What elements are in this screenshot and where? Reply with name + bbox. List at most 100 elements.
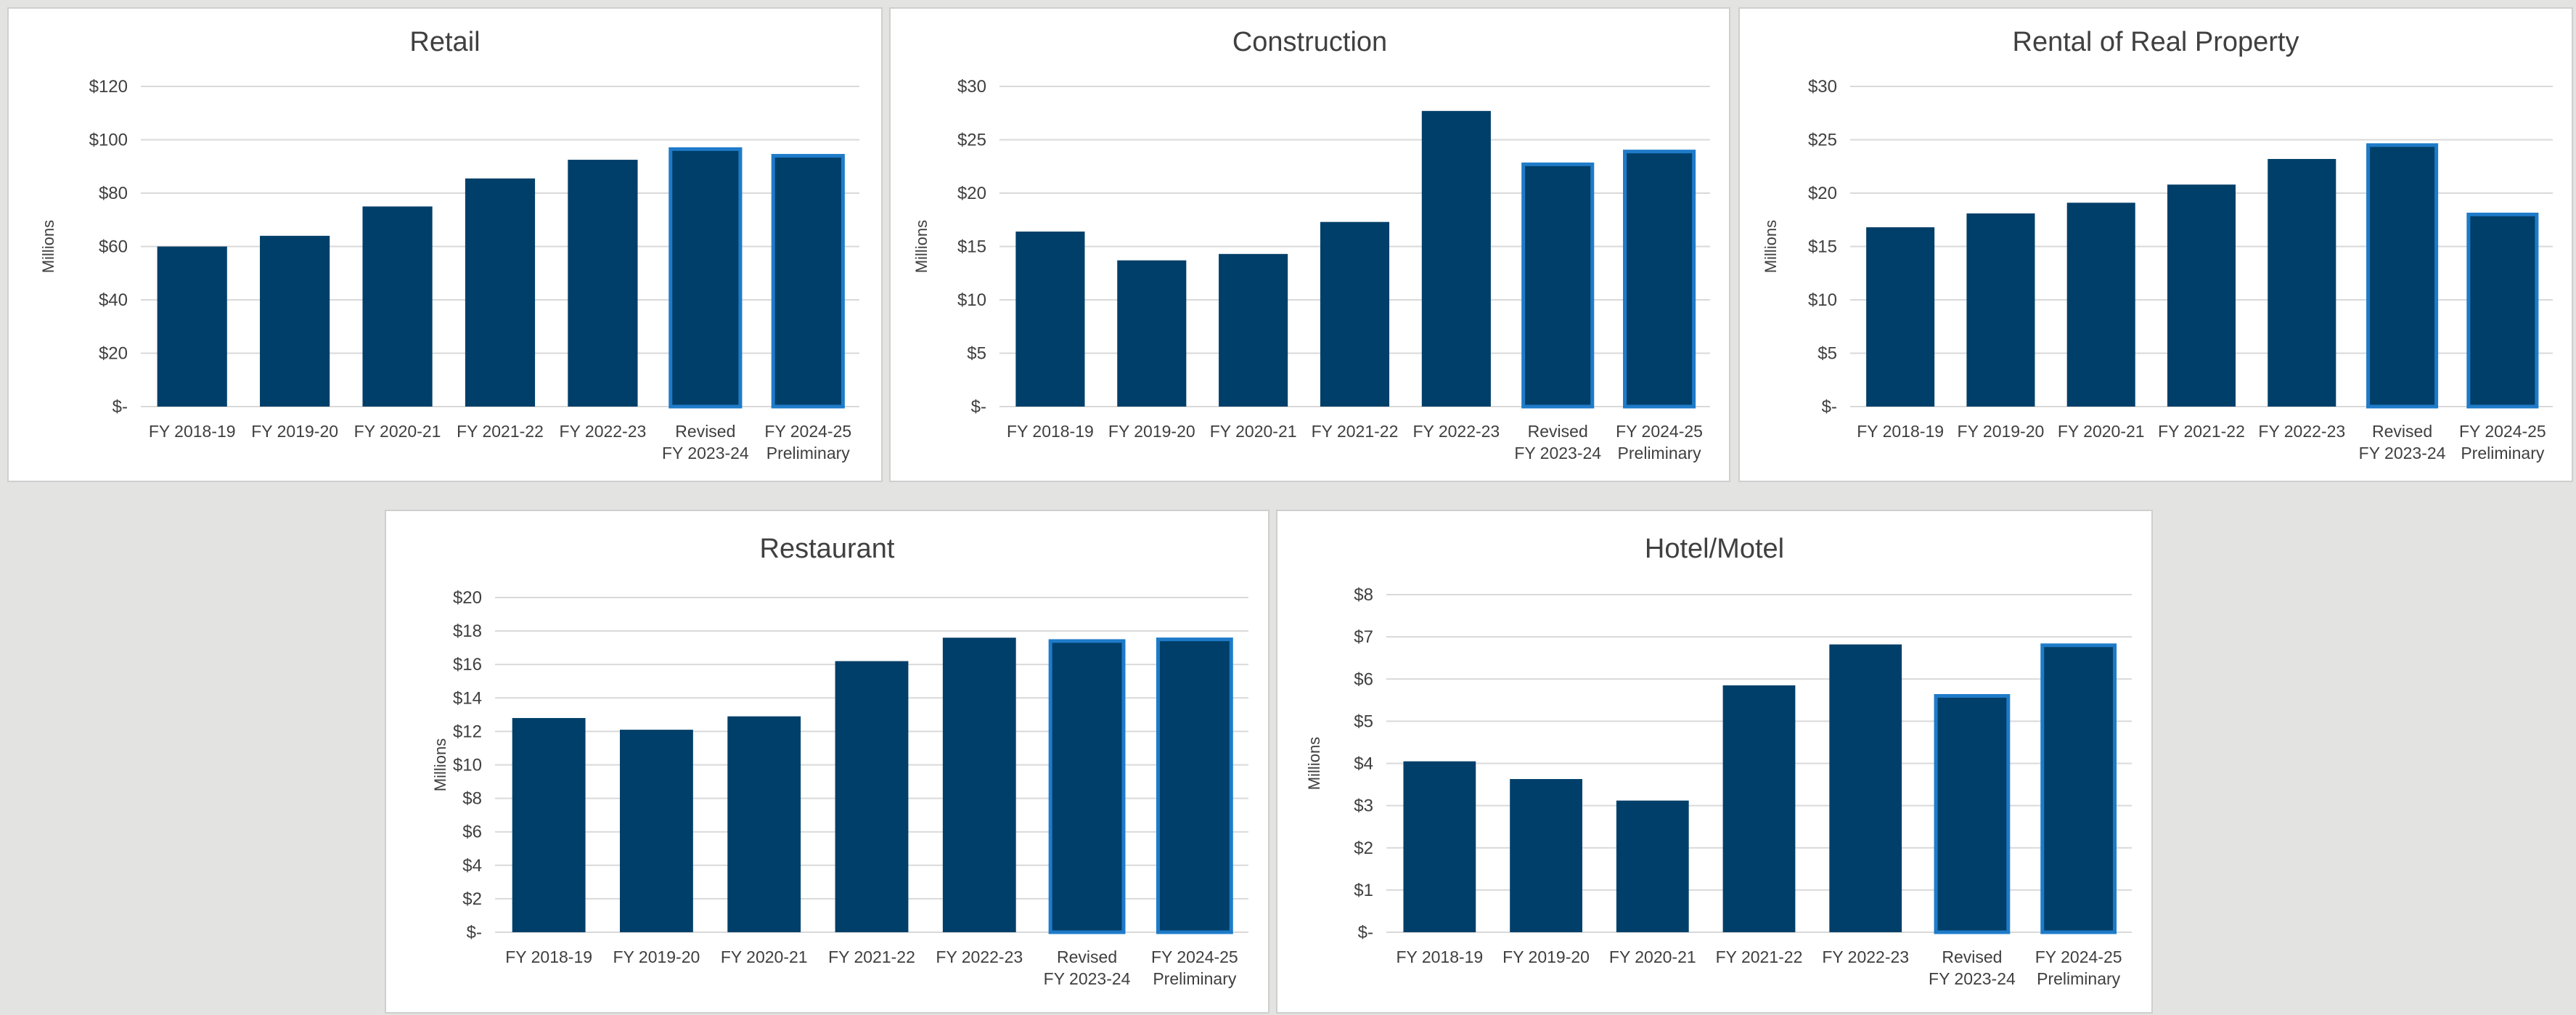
- y-axis-label: Millions: [431, 738, 449, 791]
- y-tick-label: $8: [1354, 585, 1373, 605]
- y-tick-label: $80: [99, 184, 128, 203]
- bar: [465, 178, 536, 407]
- y-tick-label: $15: [1808, 237, 1837, 257]
- y-tick-label: $-: [971, 397, 986, 417]
- y-tick-label: $5: [1354, 712, 1373, 731]
- y-tick-label: $3: [1354, 796, 1373, 816]
- y-tick-label: $25: [1808, 131, 1837, 150]
- bar: [2040, 643, 2117, 934]
- y-tick-label: $-: [113, 397, 128, 417]
- x-tick-label: Revised: [1528, 422, 1588, 441]
- chart-panel-restaurant: Restaurant Millions $- $2 $4 $6 $8 $10 $12 $14 $16…: [385, 510, 1269, 1014]
- x-tick-label: Preliminary: [2037, 969, 2121, 988]
- y-axis-label: Millions: [1305, 737, 1323, 790]
- bar: [1616, 800, 1689, 932]
- chart-title: Hotel/Motel: [1645, 534, 1784, 564]
- bar: [1510, 779, 1582, 932]
- x-tick-label: Revised: [2372, 422, 2432, 441]
- y-tick-label: $20: [957, 184, 986, 203]
- chart-svg: Retail Millions $- $20 $40 $60 $80 $100 $120 FY 2…: [39, 27, 859, 462]
- x-tick-label: FY 2021-22: [1312, 422, 1399, 441]
- x-tick-label: FY 2023-24: [2359, 444, 2446, 462]
- bar: [1421, 110, 1491, 407]
- bar: [835, 661, 909, 932]
- y-tick-label: $30: [1808, 77, 1837, 97]
- x-tick-label: FY 2024-25: [1151, 947, 1238, 966]
- y-tick-label: $60: [99, 237, 128, 257]
- x-tick-label: Preliminary: [766, 444, 851, 462]
- x-tick-label: FY 2024-25: [1616, 422, 1703, 441]
- chart-svg: Hotel/Motel Millions $- $1 $2 $3 $4 $5 $6 $7 $8 FY …: [1305, 534, 2132, 988]
- chart-panel-rental-of-real-property: Rental of Real Property Millions $- $5 $10 $1…: [1738, 7, 2573, 482]
- y-tick-label: $14: [453, 688, 482, 708]
- x-tick-label: FY 2021-22: [828, 947, 915, 966]
- bar: [157, 246, 227, 407]
- x-tick-label: Revised: [1057, 947, 1117, 966]
- bar: [1866, 227, 1935, 407]
- x-tick-label: Preliminary: [1153, 969, 1237, 988]
- y-tick-label: $15: [957, 237, 986, 257]
- bar: [620, 730, 693, 932]
- x-tick-label: FY 2020-21: [354, 422, 441, 441]
- bar: [1934, 694, 2011, 934]
- bar: [2366, 143, 2439, 409]
- y-tick-label: $5: [967, 344, 986, 364]
- bar: [942, 637, 1016, 932]
- x-tick-label: FY 2019-20: [1958, 422, 2045, 441]
- y-tick-label: $120: [89, 77, 128, 97]
- y-tick-label: $30: [957, 77, 986, 97]
- y-tick-label: $7: [1354, 627, 1373, 647]
- x-tick-label: FY 2018-19: [1396, 947, 1483, 966]
- y-axis-label: Millions: [39, 220, 57, 273]
- x-tick-label: Revised: [675, 422, 735, 441]
- y-tick-label: $20: [453, 588, 482, 608]
- y-tick-label: $6: [462, 823, 482, 842]
- y-axis-label: Millions: [912, 220, 931, 273]
- x-tick-label: FY 2023-24: [1514, 444, 1601, 462]
- bar: [260, 235, 330, 407]
- x-tick-label: FY 2019-20: [613, 947, 700, 966]
- chart-panel-retail: Retail Millions $- $20 $40 $60 $80 $100 $120 FY 2…: [7, 7, 883, 482]
- x-tick-label: FY 2019-20: [251, 422, 338, 441]
- chart-panel-construction: Construction Millions $- $5 $10 $15 $20 $25 $30 F…: [889, 7, 1730, 482]
- x-tick-label: FY 2022-23: [560, 422, 647, 441]
- chart-title: Construction: [1232, 27, 1387, 57]
- y-tick-label: $6: [1354, 669, 1373, 689]
- bar: [1320, 221, 1390, 407]
- x-tick-label: FY 2018-19: [1007, 422, 1094, 441]
- chart-title: Retail: [409, 27, 480, 57]
- y-tick-label: $40: [99, 290, 128, 310]
- bar: [1403, 761, 1476, 932]
- y-tick-label: $20: [99, 344, 128, 364]
- bar: [1219, 253, 1288, 407]
- bar: [2066, 203, 2135, 407]
- y-tick-label: $8: [462, 789, 482, 809]
- y-tick-label: $10: [1808, 290, 1837, 310]
- bar: [362, 206, 433, 407]
- chart-svg: Rental of Real Property Millions $- $5 $10 $1…: [1762, 27, 2553, 462]
- chart-title: Rental of Real Property: [2013, 27, 2299, 57]
- y-tick-label: $-: [1822, 397, 1837, 417]
- x-tick-label: Revised: [1942, 947, 2002, 966]
- y-tick-label: $1: [1354, 881, 1373, 900]
- y-tick-label: $12: [453, 722, 482, 741]
- x-tick-label: Preliminary: [1618, 444, 1702, 462]
- bar: [1722, 685, 1796, 932]
- y-tick-label: $4: [1354, 754, 1373, 774]
- y-tick-label: $100: [89, 131, 128, 150]
- y-tick-label: $-: [1358, 923, 1373, 942]
- bar: [727, 716, 801, 932]
- bar: [1156, 637, 1233, 934]
- y-tick-label: $5: [1817, 344, 1837, 364]
- x-tick-label: FY 2019-20: [1502, 947, 1590, 966]
- bar: [1521, 162, 1595, 409]
- x-tick-label: Preliminary: [2461, 444, 2545, 462]
- x-tick-label: FY 2018-19: [149, 422, 236, 441]
- y-tick-label: $10: [453, 756, 482, 775]
- x-tick-label: FY 2018-19: [1857, 422, 1944, 441]
- bar: [1117, 260, 1187, 407]
- bar: [771, 154, 845, 409]
- x-tick-label: FY 2023-24: [1929, 969, 2016, 988]
- chart-svg: Construction Millions $- $5 $10 $15 $20 $25 $30 F…: [912, 27, 1710, 462]
- x-tick-label: FY 2020-21: [1609, 947, 1696, 966]
